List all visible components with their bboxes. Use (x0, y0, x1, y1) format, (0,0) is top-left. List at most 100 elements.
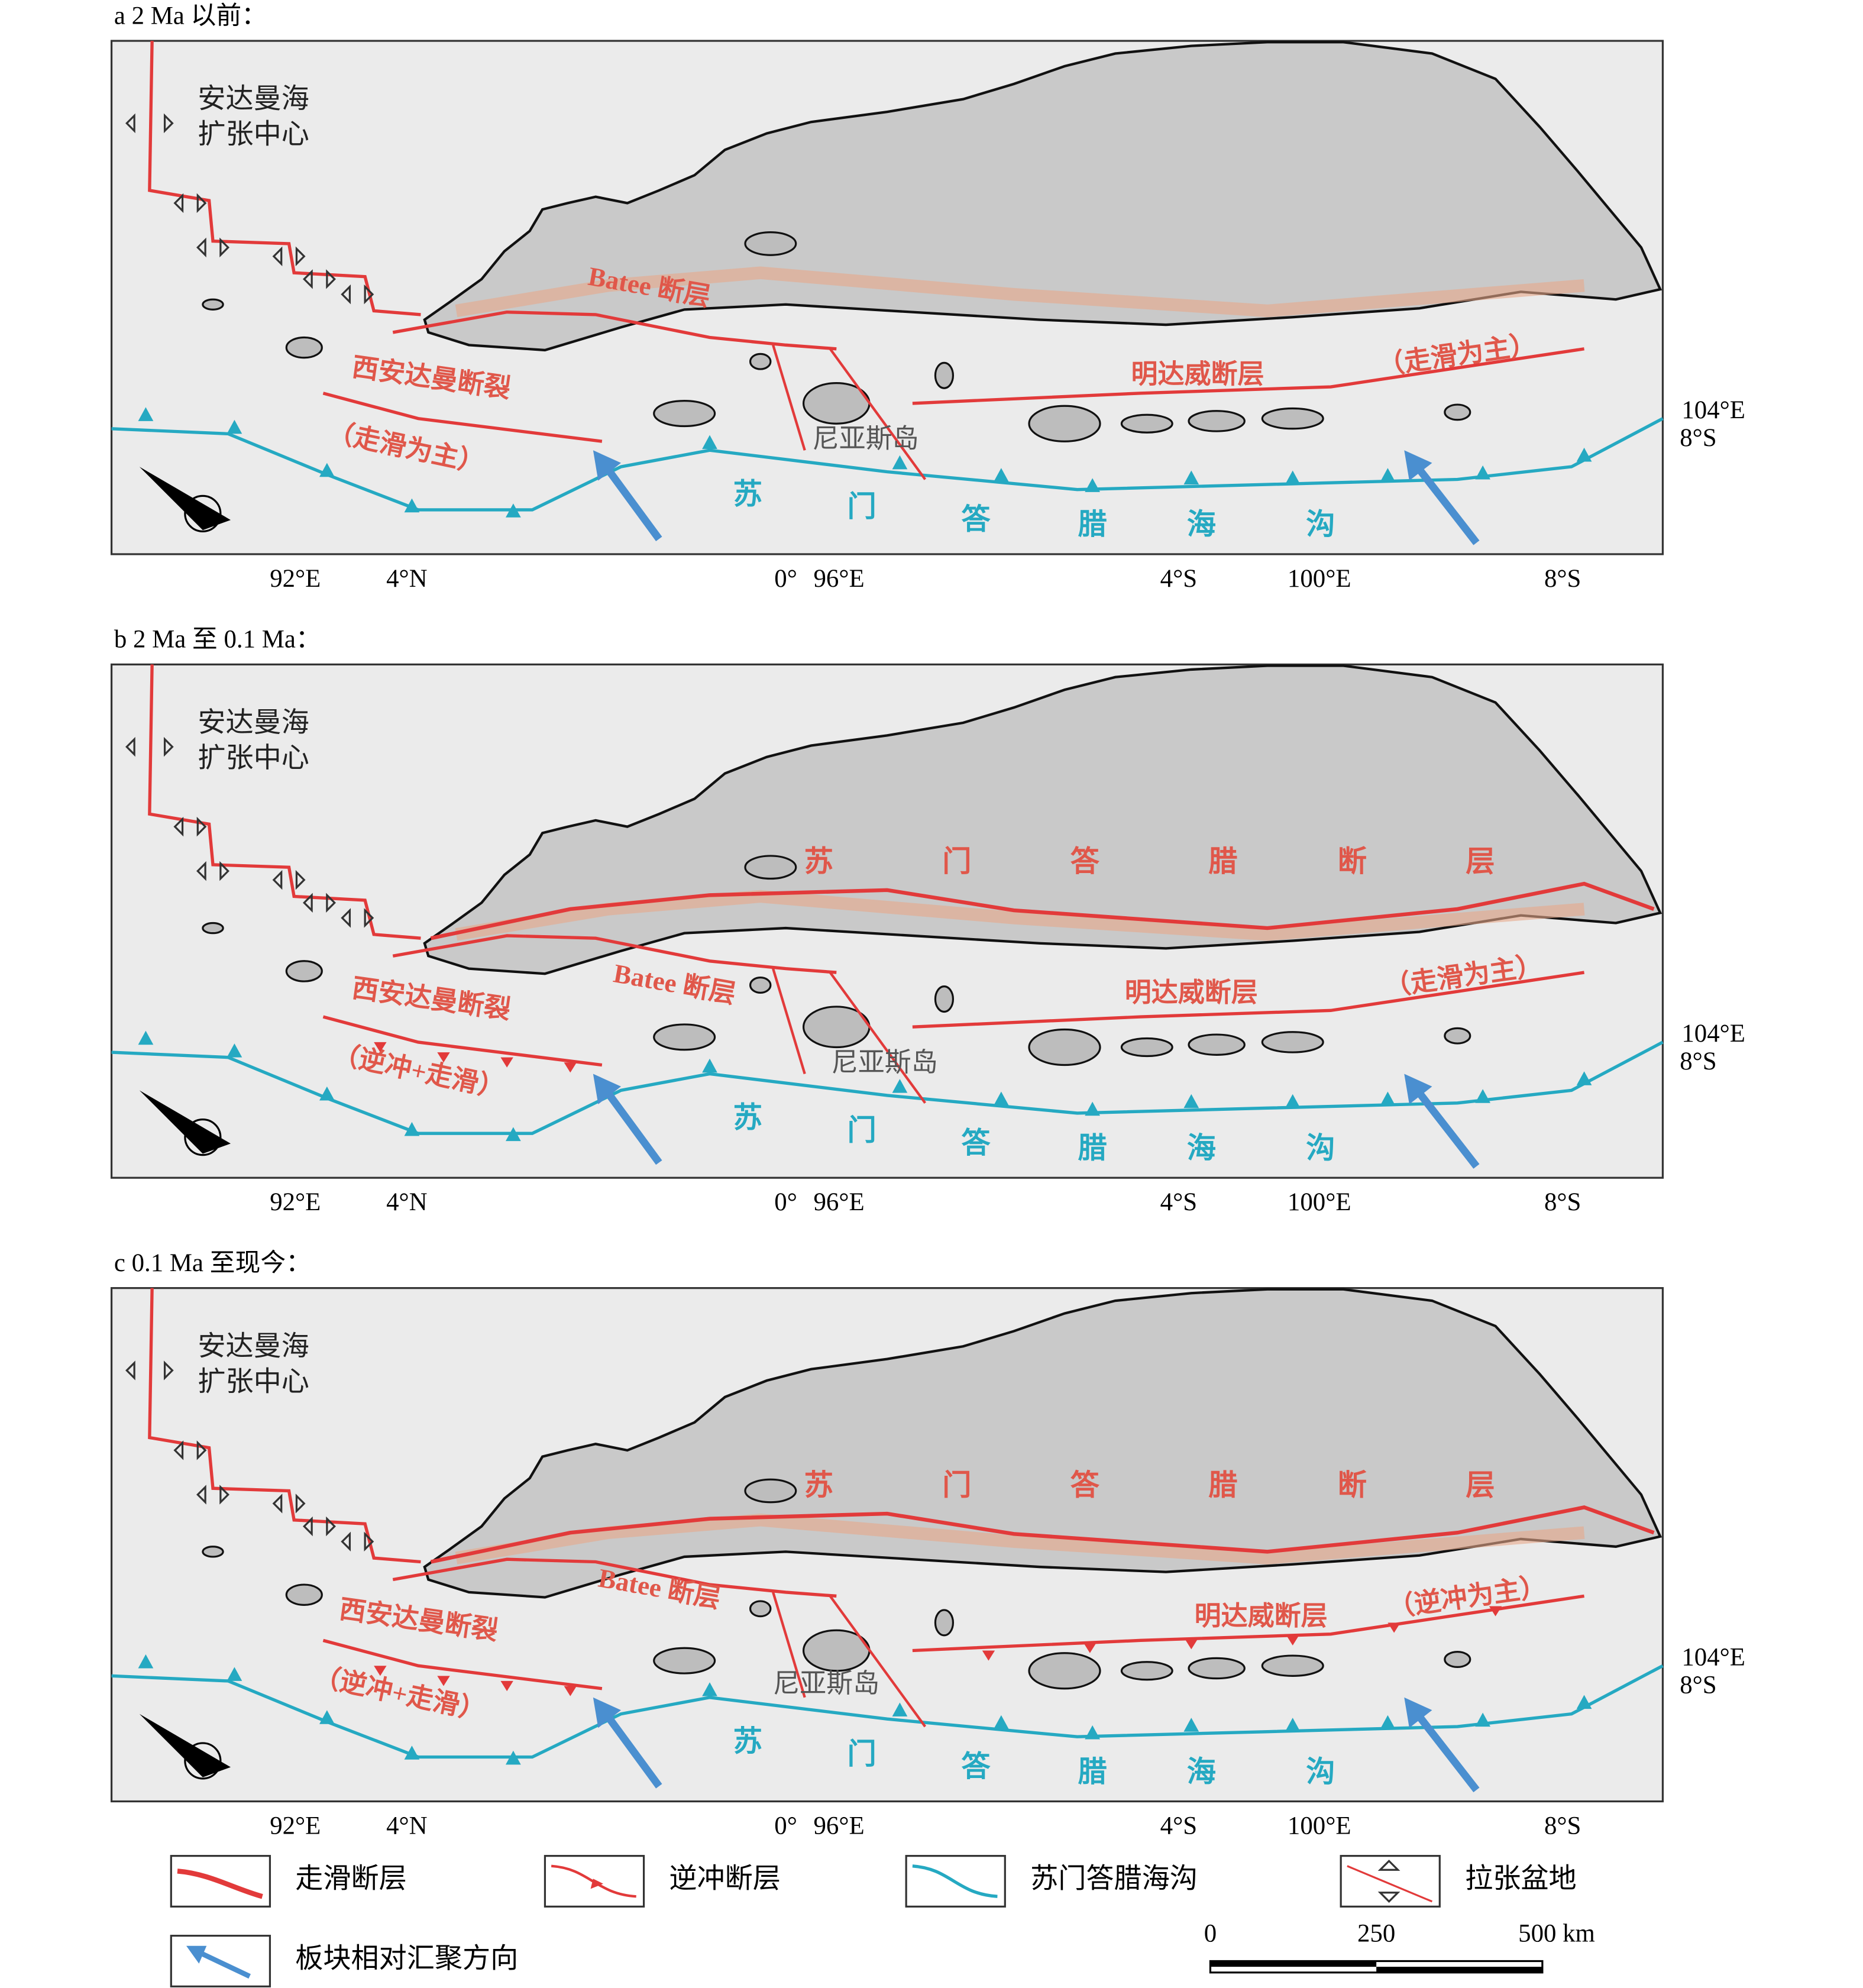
convergence-arrow (1411, 460, 1480, 545)
thrust-tooth (1083, 1643, 1097, 1653)
trench-tooth (702, 435, 717, 450)
legend-symbol (1347, 1865, 1433, 1903)
sumatra-fault-label: 门 (942, 1469, 971, 1502)
thrust-tooth (437, 1052, 450, 1063)
coordinate-label: 4°N (386, 565, 428, 593)
mentawai-label: 明达威断层 (1131, 359, 1264, 389)
spreading-center-label: 扩张中心 (198, 119, 309, 150)
compass (184, 1119, 222, 1156)
thrust-tooth (564, 1062, 577, 1073)
legend-label: 板块相对汇聚方向 (295, 1943, 518, 1974)
sumatra-fault-label: 断 (1338, 845, 1367, 878)
batee-fault-line (392, 310, 837, 351)
scale-label: 500 km (1518, 1919, 1595, 1947)
sumatra-fault-label: 门 (942, 845, 971, 878)
coordinate-label: 92°E (270, 1188, 321, 1216)
island (285, 960, 323, 982)
thrust-tooth (437, 1676, 450, 1686)
fault-line (829, 971, 927, 1104)
sumatra-fault-label: 腊 (1208, 1469, 1237, 1502)
spreading-center-label: 扩张中心 (198, 1366, 309, 1397)
convergence-arrow (1411, 1708, 1480, 1793)
legend-box (170, 1935, 271, 1987)
sumatra-fault-label: 层 (1466, 845, 1495, 878)
compass-needle (139, 1714, 231, 1777)
island (1444, 1027, 1471, 1045)
legend-symbol (186, 1945, 207, 1964)
west-andaman-fault-line (322, 1015, 603, 1067)
panel-title: a 2 Ma 以前： (114, 2, 267, 30)
trench-label: 沟 (1306, 1132, 1335, 1165)
trench-label: 门 (848, 490, 876, 523)
coordinate-label: 100°E (1288, 1812, 1351, 1840)
fault-line (829, 1595, 927, 1728)
trench-label: 答 (961, 1127, 991, 1159)
convergence-arrowhead (1404, 1697, 1432, 1728)
spreading-center-label: 安达曼海 (198, 707, 309, 738)
island (1028, 1028, 1101, 1066)
island (1188, 410, 1246, 432)
trench-label: 海 (1187, 1756, 1216, 1788)
coordinate-label: 96°E (813, 1188, 864, 1216)
trench-tooth (994, 468, 1009, 482)
coordinate-label: 4°S (1160, 1812, 1197, 1840)
trench-tooth (506, 1750, 521, 1765)
thrust-tooth (982, 1650, 995, 1661)
fault-line (829, 348, 927, 480)
trench-tooth (994, 1091, 1009, 1106)
trench-label: 沟 (1306, 1756, 1335, 1788)
trench-label: 腊 (1078, 508, 1107, 541)
nias-label: 尼亚斯岛 (773, 1669, 879, 1698)
legend-label: 走滑断层 (295, 1863, 407, 1894)
island (1120, 1037, 1173, 1058)
extension-arrows (272, 246, 306, 267)
compass-needle (139, 1090, 231, 1154)
mentawai-label: 明达威断层 (1195, 1601, 1328, 1631)
trench-label: 腊 (1078, 1756, 1107, 1788)
coordinate-label: 104°E (1681, 1020, 1745, 1048)
trench-label: 苏 (733, 1725, 762, 1757)
trench-tooth (319, 1086, 335, 1101)
trench-tooth (1380, 1091, 1396, 1106)
convergence-arrow (600, 1084, 662, 1165)
island (934, 985, 955, 1013)
thrust-tooth (1387, 1622, 1401, 1633)
thrust-tooth (564, 1686, 577, 1696)
mentawai-fault-line (912, 347, 1584, 405)
fault-line (772, 344, 806, 451)
legend-symbol (590, 1879, 603, 1889)
island (744, 1478, 797, 1504)
spreading-center-label: 安达曼海 (198, 1331, 309, 1362)
compass (184, 494, 222, 532)
trench-tooth (1576, 1071, 1592, 1085)
thrust-tooth (374, 1666, 387, 1676)
convergence-arrowhead (593, 1074, 621, 1104)
trench-tooth (994, 1715, 1009, 1730)
extension-arrows (196, 1485, 229, 1505)
island (1444, 1651, 1471, 1668)
trench-tooth (702, 1682, 717, 1696)
trench-tooth (138, 407, 154, 421)
coordinate-label: 104°E (1681, 396, 1745, 424)
trench-tooth (404, 1745, 420, 1760)
trench-tooth (1475, 1089, 1490, 1103)
spreading-fault (148, 41, 421, 316)
sumatra-fault-label: 苏 (804, 845, 833, 878)
compass (184, 1742, 222, 1780)
thrust-tooth (1286, 1635, 1299, 1646)
trench-label: 苏 (733, 1101, 762, 1134)
coordinate-label: 0° (774, 565, 797, 593)
west-andaman-fault-line (322, 392, 603, 443)
thrust-tooth (1489, 1606, 1502, 1617)
legend-box (905, 1855, 1006, 1908)
trench-tooth (1183, 1718, 1199, 1732)
trench-label: 腊 (1078, 1132, 1107, 1165)
legend-box (1340, 1855, 1441, 1908)
extension-arrows (196, 237, 229, 258)
trench-tooth (1085, 1725, 1100, 1740)
trench-tooth (227, 1043, 242, 1058)
coordinate-label: 4°N (386, 1188, 428, 1216)
trench-tooth (404, 1121, 420, 1136)
extension-arrows (341, 908, 374, 928)
